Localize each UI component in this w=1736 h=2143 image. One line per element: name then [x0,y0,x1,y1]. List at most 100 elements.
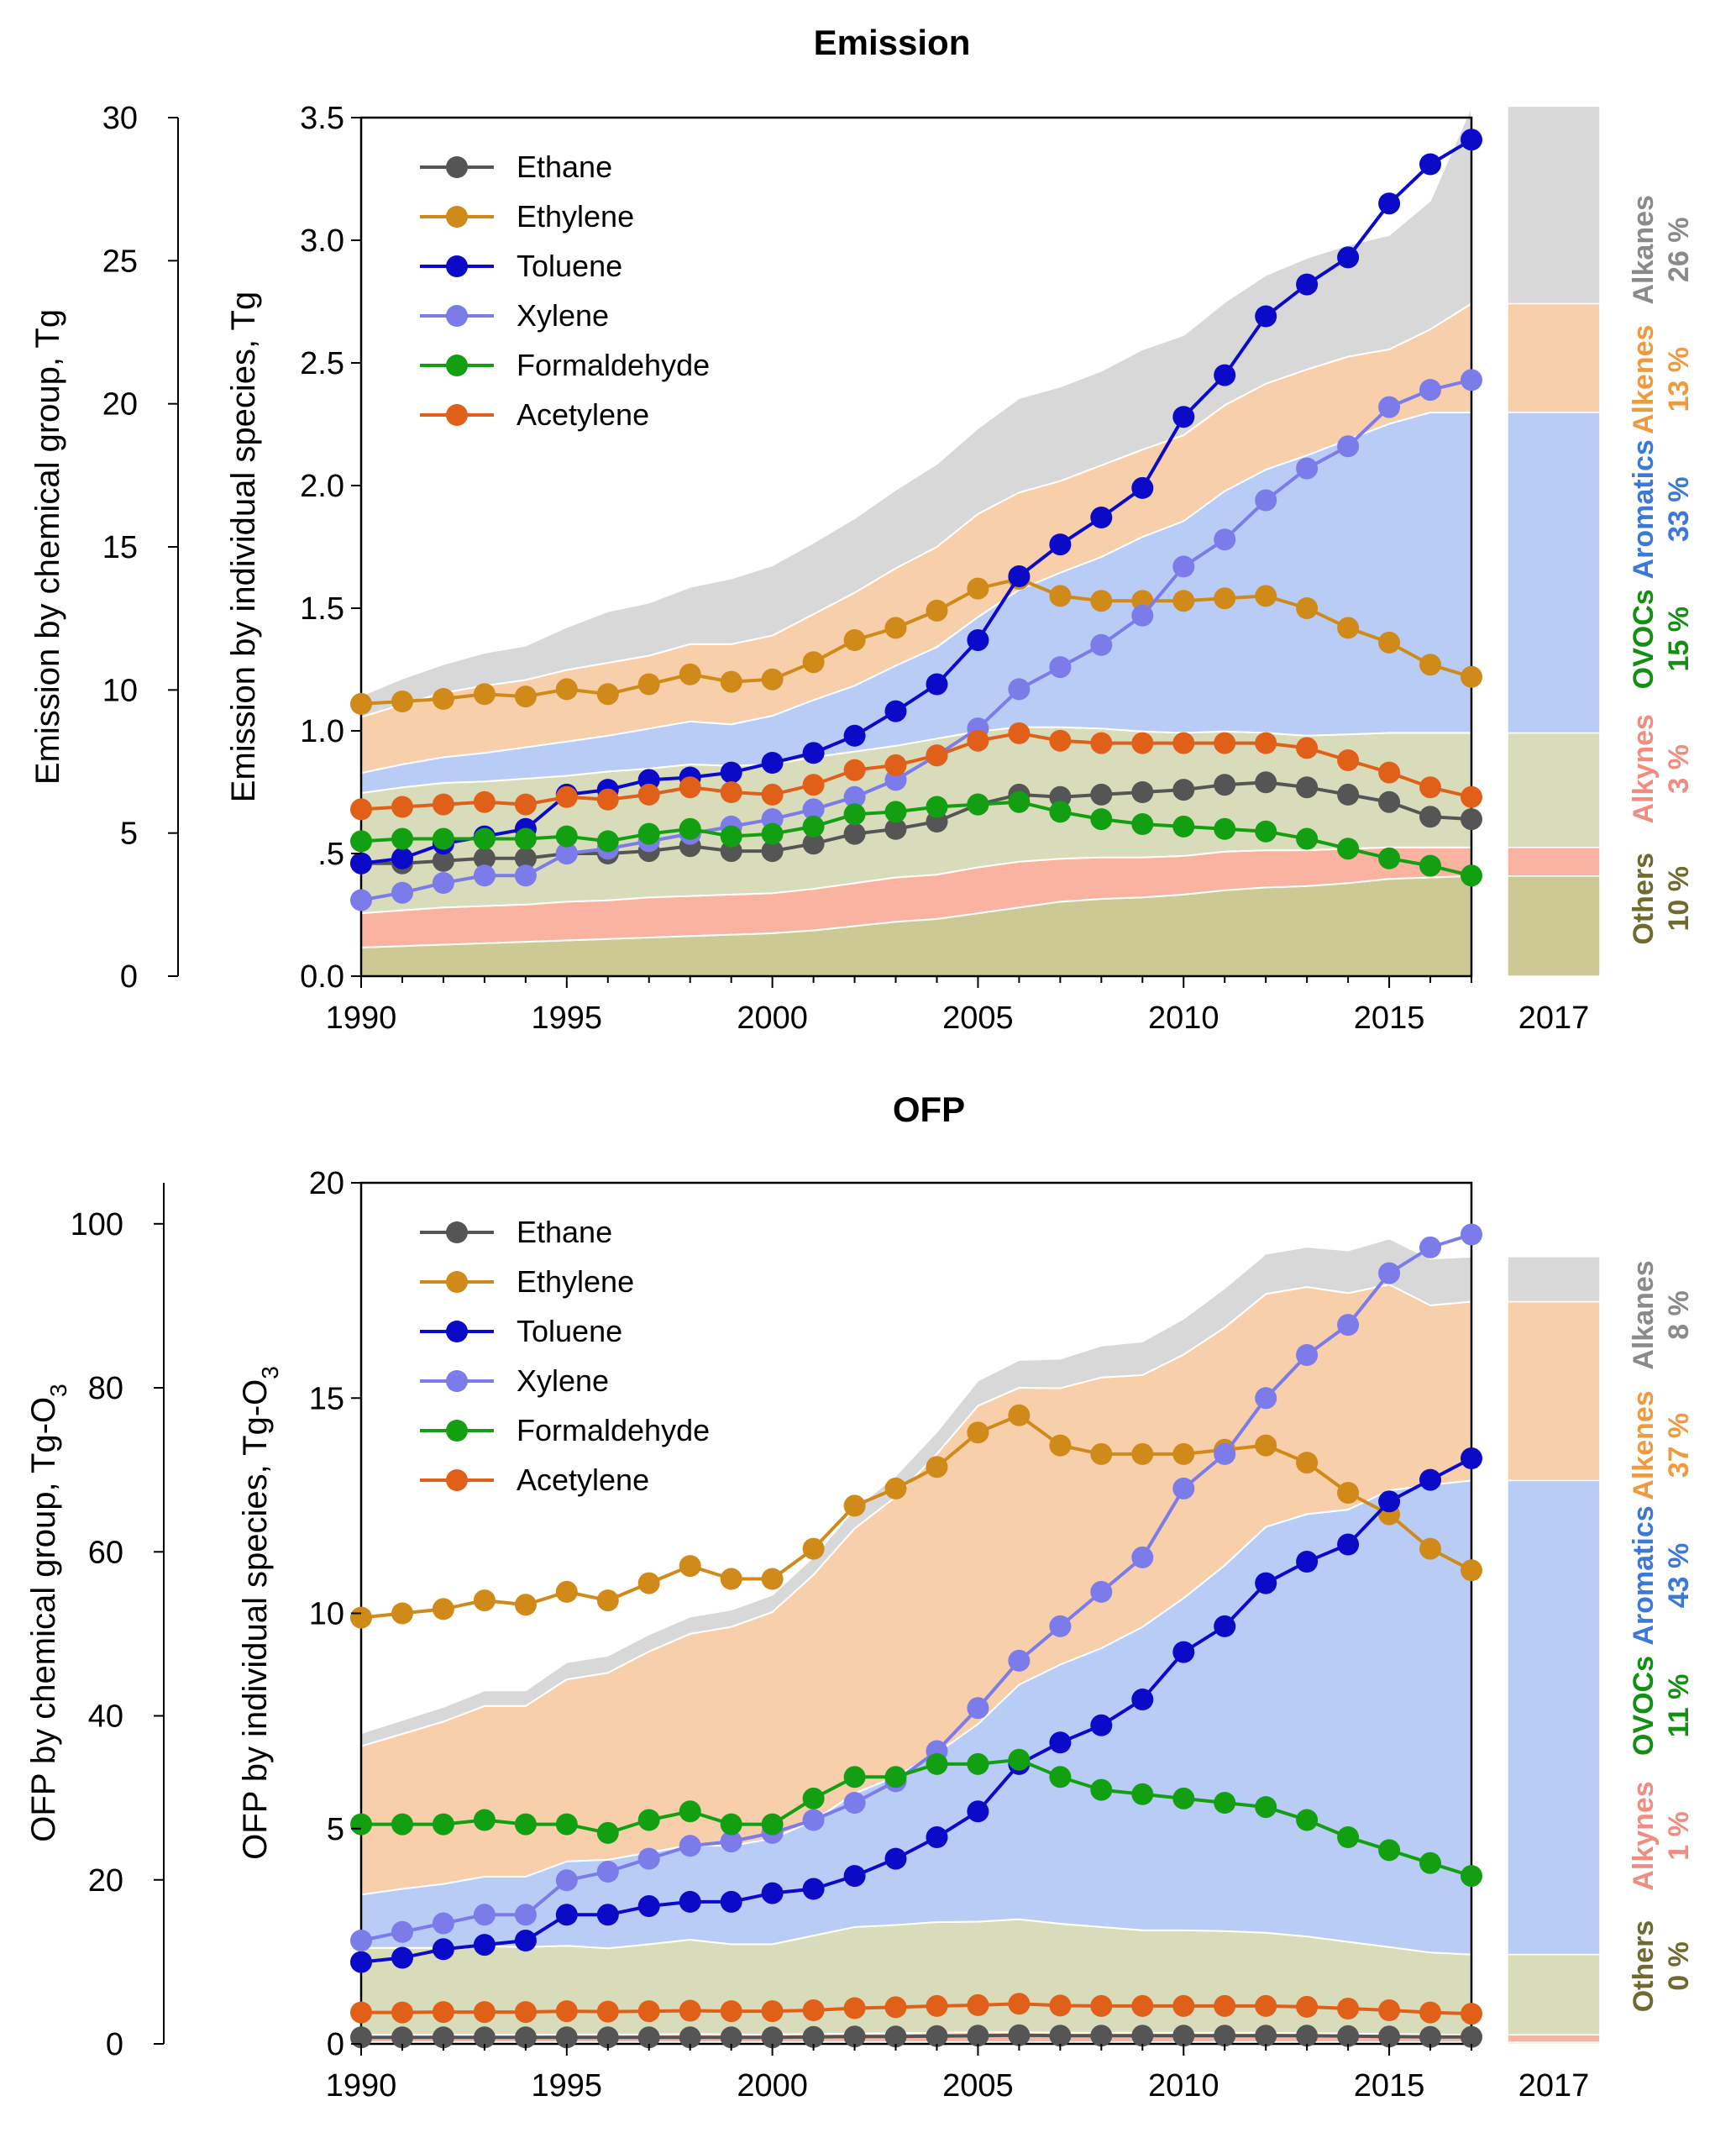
ofp-point-formaldehyde-2014 [1337,1826,1360,1848]
emission-share-bar-alkynes [1507,846,1601,877]
emission-point-ethylene-2003 [884,617,907,639]
emission-point-formaldehyde-1990 [350,830,372,853]
ofp-legend-label-toluene: Toluene [517,1314,622,1348]
ofp-point-acetylene-2003 [884,1996,907,2019]
ofp-point-xylene-2006 [1008,1649,1031,1672]
ofp-point-ethylene-1998 [679,1555,701,1578]
emission-x-tick-2015: 2015 [1354,1001,1425,1036]
ofp-point-formaldehyde-2006 [1008,1748,1031,1771]
ofp-point-xylene-1995 [555,1869,578,1892]
emission-point-xylene-1995 [555,843,578,864]
ofp-point-acetylene-1999 [720,2000,742,2023]
emission-group-axis: 0 5 10 15 20 25 30 [102,101,179,995]
emission-point-ethylene-2005 [967,577,989,600]
emission-point-formaldehyde-2000 [761,822,784,845]
emission-legend-ethane: Ethane [420,150,612,184]
emission-point-xylene-2009 [1131,604,1154,627]
emission-point-ethylene-2004 [926,599,948,622]
emission-point-ethylene-1994 [514,685,537,708]
emission-share-pct-ovocs: 15 % [1663,607,1695,672]
ofp-series-xylene [350,1223,1482,1951]
ofp-point-xylene-2005 [967,1697,989,1720]
ofp-point-ethane-2016 [1419,2025,1441,2048]
ofp-point-xylene-1992 [432,1912,454,1935]
emission-point-ethane-2001 [802,833,825,855]
emission-share-alkenes: Alkenes 13 % [1628,325,1695,434]
emission-point-toluene-2003 [884,700,907,722]
emission-y-label: Emission by individual species, Tg [225,292,262,802]
emission-point-ethylene-1993 [473,683,496,706]
emission-point-ethane-1994 [514,847,537,869]
emission-point-acetylene-2002 [843,759,866,781]
emission-legend-toluene: Toluene [420,249,622,283]
emission-legend-label-toluene: Toluene [517,249,622,283]
ofp-x-tick-2015: 2015 [1354,2068,1425,2104]
ofp-legend-marker-formaldehyde [446,1420,468,1442]
emission-point-acetylene-1998 [679,776,701,799]
emission-share-pct-alkynes: 3 % [1663,744,1695,794]
ofp-point-toluene-1990 [350,1951,372,1973]
ofp-point-ethane-1993 [473,2026,496,2049]
ofp-legend-marker-toluene [446,1321,468,1342]
ofp-point-formaldehyde-2015 [1378,1839,1401,1862]
emission-point-formaldehyde-2013 [1296,827,1319,850]
ofp-share-aromatics: Aromatics 43 % [1628,1505,1695,1645]
emission-point-toluene-1991 [391,847,413,869]
emission-point-xylene-2017 [1461,369,1482,391]
emission-point-toluene-2002 [843,724,866,747]
emission-line-formaldehyde [360,800,1472,878]
emission-line-ethylene [360,576,1472,706]
ofp-point-xylene-2008 [1090,1580,1113,1603]
emission-point-formaldehyde-2015 [1378,847,1401,869]
ofp-point-acetylene-2015 [1378,1999,1401,2021]
ofp-point-toluene-2008 [1090,1714,1113,1736]
emission-point-toluene-2015 [1378,192,1401,215]
emission-share-name-alkanes: Alkanes [1628,195,1660,304]
ofp-point-toluene-2017 [1461,1447,1482,1469]
ofp-group-tick-60: 60 [88,1535,123,1570]
emission-x-tick-2005: 2005 [942,1001,1014,1036]
emission-group-tick-20: 20 [102,387,138,423]
ofp-point-xylene-1998 [679,1835,701,1857]
emission-share-name-alkenes: Alkenes [1628,325,1660,434]
ofp-line-formaldehyde [361,1757,1472,1878]
emission-y-tick-1-0: 1.0 [300,714,344,749]
ofp-share-bar-alkenes [1507,1300,1601,1482]
ofp-point-xylene-2001 [802,1809,825,1831]
ofp-y-label-main: OFP by individual species, Tg-O [237,1379,274,1860]
emission-legend-marker-xylene [446,305,468,327]
ofp-share-pct-alkanes: 8 % [1663,1290,1695,1340]
emission-x-tick-2000: 2000 [737,1001,808,1036]
emission-point-toluene-1999 [720,761,742,784]
emission-point-ethane-2012 [1255,771,1277,794]
ofp-point-toluene-2003 [884,1847,907,1870]
emission-group-tick-15: 15 [102,530,138,565]
ofp-share-pct-ovocs: 11 % [1663,1674,1695,1738]
emission-point-ethylene-2007 [1049,585,1072,607]
ofp-legend-marker-ethane [446,1221,468,1243]
emission-point-ethylene-2015 [1378,631,1401,654]
ofp-point-xylene-1994 [514,1904,537,1926]
ofp-point-ethane-2005 [967,2025,989,2047]
ofp-group-y-label-sub: 3 [45,1384,71,1397]
ofp-point-toluene-2009 [1131,1689,1154,1710]
emission-point-ethylene-1998 [679,663,701,685]
ofp-point-formaldehyde-2007 [1049,1766,1072,1788]
ofp-legend-label-acetylene: Acetylene [517,1463,649,1497]
ofp-point-toluene-1998 [679,1890,701,1913]
ofp-share-alkynes: Alkynes 1 % [1628,1781,1695,1890]
ofp-legend-xylene: Xylene [420,1363,609,1398]
ofp-point-acetylene-1998 [679,1999,701,2022]
ofp-point-ethylene-2012 [1255,1434,1277,1457]
ofp-share-pct-alkynes: 1 % [1663,1811,1695,1861]
emission-point-ethane-2014 [1337,783,1360,806]
ofp-point-xylene-1993 [473,1904,496,1926]
emission-point-ethylene-1996 [596,683,619,706]
ofp-point-formaldehyde-1992 [432,1813,454,1836]
emission-point-xylene-2013 [1296,457,1319,480]
emission-line-acetylene [360,731,1472,812]
emission-point-formaldehyde-1991 [391,827,413,850]
ofp-point-toluene-2004 [926,1826,948,1848]
emission-legend-label-acetylene: Acetylene [517,397,649,432]
ofp-y-tick-15: 15 [309,1381,344,1416]
